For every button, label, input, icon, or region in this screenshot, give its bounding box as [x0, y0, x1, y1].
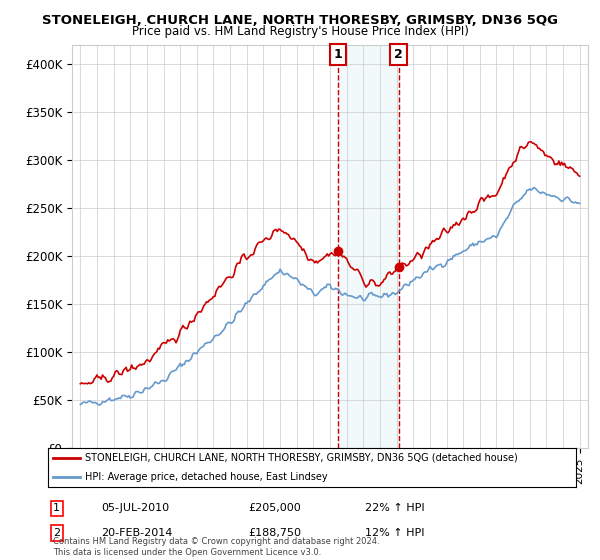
Text: Contains HM Land Registry data © Crown copyright and database right 2024.
This d: Contains HM Land Registry data © Crown c…	[53, 538, 380, 557]
Text: STONELEIGH, CHURCH LANE, NORTH THORESBY, GRIMSBY, DN36 5QG: STONELEIGH, CHURCH LANE, NORTH THORESBY,…	[42, 14, 558, 27]
Text: 2: 2	[394, 48, 403, 61]
Text: 2: 2	[53, 528, 61, 538]
Text: 1: 1	[53, 503, 60, 514]
Text: £205,000: £205,000	[248, 503, 301, 514]
Text: HPI: Average price, detached house, East Lindsey: HPI: Average price, detached house, East…	[85, 473, 328, 482]
Text: STONELEIGH, CHURCH LANE, NORTH THORESBY, GRIMSBY, DN36 5QG (detached house): STONELEIGH, CHURCH LANE, NORTH THORESBY,…	[85, 453, 518, 463]
Bar	[338, 45, 398, 448]
Text: £188,750: £188,750	[248, 528, 302, 538]
Text: 05-JUL-2010: 05-JUL-2010	[101, 503, 169, 514]
Text: 12% ↑ HPI: 12% ↑ HPI	[365, 528, 424, 538]
Text: Price paid vs. HM Land Registry's House Price Index (HPI): Price paid vs. HM Land Registry's House …	[131, 25, 469, 38]
Text: 20-FEB-2014: 20-FEB-2014	[101, 528, 172, 538]
Text: 1: 1	[334, 48, 343, 61]
Text: 22% ↑ HPI: 22% ↑ HPI	[365, 503, 424, 514]
